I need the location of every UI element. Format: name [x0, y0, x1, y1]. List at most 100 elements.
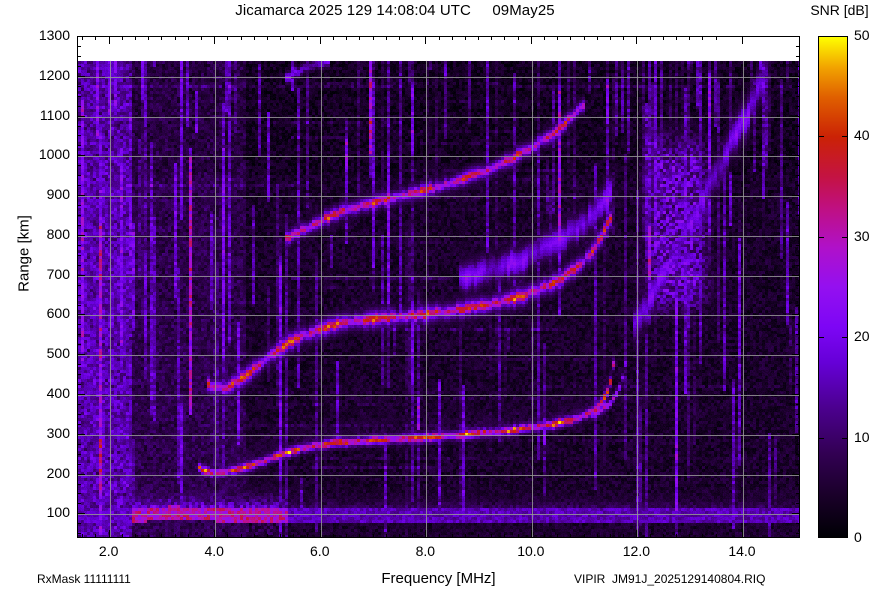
tick-mark: [796, 523, 800, 525]
tick-mark: [715, 534, 717, 538]
tick-mark: [741, 36, 743, 44]
tick-mark: [398, 36, 400, 40]
tick-mark: [77, 55, 81, 57]
tick-mark: [412, 534, 414, 538]
tick-mark: [464, 36, 466, 40]
tick-mark: [438, 534, 440, 538]
colorbar-tick-label: 40: [854, 127, 870, 144]
tick-mark: [425, 530, 427, 538]
tick-mark: [796, 185, 800, 187]
tick-mark: [201, 534, 203, 538]
tick-mark: [121, 36, 123, 40]
tick-mark: [359, 36, 361, 40]
tick-mark: [796, 55, 800, 57]
tick-mark: [332, 36, 334, 40]
tick-mark: [77, 413, 81, 415]
tick-mark: [306, 36, 308, 40]
colorbar-tick-mark: [818, 136, 824, 138]
tick-mark: [77, 215, 81, 216]
y-tick-label: 900: [46, 186, 70, 203]
tick-mark: [77, 125, 81, 127]
tick-mark: [796, 254, 800, 256]
tick-mark: [253, 36, 255, 40]
tick-mark: [77, 384, 81, 386]
tick-mark: [77, 284, 81, 286]
tick-mark: [77, 105, 81, 107]
tick-mark: [796, 85, 800, 87]
tick-mark: [82, 36, 84, 40]
x-tick-label: 14.0: [728, 543, 756, 559]
tick-mark: [77, 314, 85, 316]
tick-mark: [796, 364, 800, 366]
x-tick-label: 10.0: [517, 543, 545, 559]
tick-mark: [280, 534, 282, 538]
colorbar-tick-mark: [818, 437, 824, 439]
tick-mark: [796, 483, 800, 485]
tick-mark: [82, 534, 84, 538]
tick-mark: [77, 155, 85, 157]
ionogram-plot-area: [77, 36, 800, 538]
tick-mark: [346, 534, 348, 538]
tick-mark: [792, 274, 800, 276]
x-tick-label: 4.0: [204, 543, 224, 559]
tick-mark: [148, 36, 150, 40]
colorbar-gradient: [819, 37, 847, 537]
colorbar-tick-mark: [818, 337, 824, 339]
x-axis-label: Frequency [MHz]: [381, 570, 496, 587]
tick-mark: [792, 75, 800, 77]
tick-mark: [702, 36, 704, 40]
tick-mark: [796, 284, 800, 286]
tick-mark: [77, 115, 85, 117]
tick-mark: [240, 534, 242, 538]
tick-mark: [792, 115, 800, 117]
source-file-annotation: VIPIR JM91J_2025129140804.RIQ: [574, 572, 766, 586]
tick-mark: [77, 175, 81, 177]
tick-mark: [557, 534, 559, 538]
tick-mark: [796, 125, 800, 127]
tick-mark: [77, 75, 85, 77]
tick-mark: [77, 374, 81, 376]
tick-mark: [425, 36, 427, 44]
y-tick-label: 100: [46, 504, 70, 521]
tick-mark: [77, 503, 81, 505]
tick-mark: [796, 304, 800, 306]
tick-mark: [77, 165, 81, 167]
tick-mark: [77, 264, 81, 266]
tick-mark: [77, 36, 85, 37]
tick-mark: [385, 36, 387, 40]
tick-mark: [796, 65, 800, 67]
tick-mark: [796, 463, 800, 465]
page-title: Jicamarca 2025 129 14:08:04 UTC 09May25: [235, 2, 555, 19]
tick-mark: [135, 534, 137, 538]
tick-mark: [796, 145, 800, 147]
tick-mark: [796, 374, 800, 376]
tick-mark: [77, 354, 85, 356]
tick-mark: [266, 534, 268, 538]
tick-mark: [77, 533, 81, 535]
tick-mark: [796, 175, 800, 177]
tick-mark: [491, 36, 493, 40]
tick-mark: [174, 534, 176, 538]
tick-mark: [77, 95, 81, 97]
tick-mark: [796, 334, 800, 336]
tick-mark: [319, 36, 321, 44]
y-tick-label: 700: [46, 265, 70, 282]
tick-mark: [675, 36, 677, 40]
colorbar-tick-mark: [842, 337, 848, 339]
y-tick-label: 1300: [38, 27, 70, 43]
tick-mark: [792, 354, 800, 356]
y-tick-label: 1200: [38, 66, 70, 83]
tick-mark: [77, 403, 81, 405]
tick-mark: [792, 36, 800, 37]
tick-mark: [77, 394, 85, 395]
colorbar-tick-mark: [842, 437, 848, 439]
tick-mark: [583, 36, 585, 40]
tick-mark: [227, 36, 229, 40]
tick-mark: [610, 36, 611, 40]
tick-mark: [95, 534, 97, 538]
tick-mark: [596, 534, 598, 538]
tick-mark: [253, 534, 255, 538]
tick-mark: [174, 36, 176, 40]
tick-mark: [792, 234, 800, 236]
tick-mark: [649, 534, 651, 538]
